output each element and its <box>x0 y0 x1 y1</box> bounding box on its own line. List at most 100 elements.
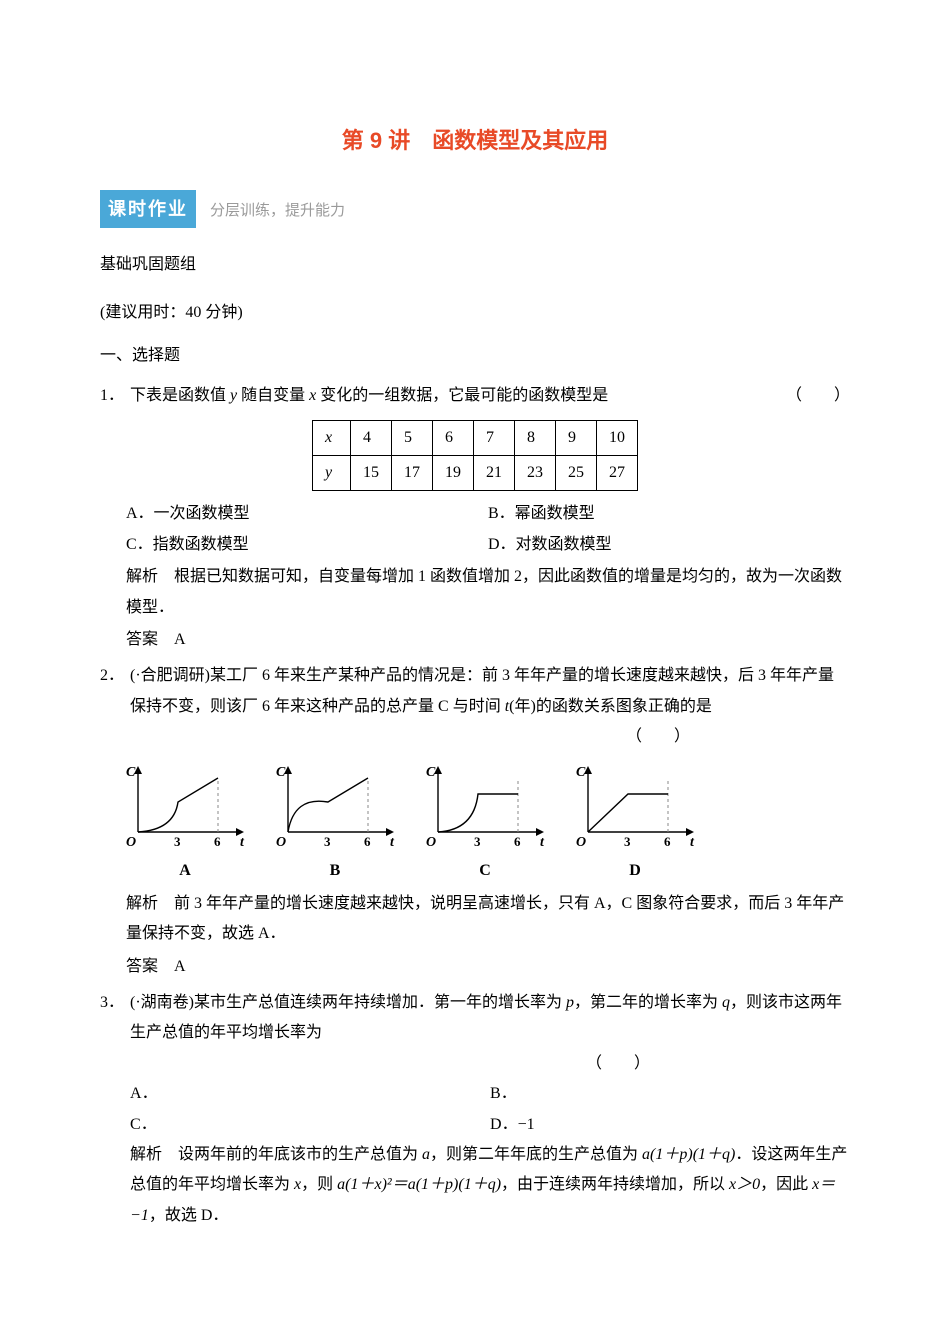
cell-x-head: x <box>313 420 351 455</box>
var-p: p <box>566 994 574 1011</box>
q3-expl-g: ，故选 D． <box>149 1207 229 1224</box>
chart-label: B <box>270 856 400 886</box>
q2-text-b: (年)的函数关系图象正确的是 <box>509 698 712 715</box>
q3-expl-e: ，由于连续两年持续增加，所以 <box>501 1176 729 1193</box>
q3-explanation: 解析 设两年前的年底该市的生产总值为 a，则第二年年底的生产总值为 a(1＋p)… <box>130 1140 850 1231</box>
chart-c: COt36C <box>420 758 550 886</box>
q2-paren: （ ） <box>626 722 690 752</box>
expr-2: a(1＋x)²＝a(1＋p)(1＋q) <box>337 1176 501 1193</box>
q1-explanation: 解析 根据已知数据可知，自变量每增加 1 函数值增加 2，因此函数值的增量是均匀… <box>126 562 850 623</box>
chart-d: COt36D <box>570 758 700 886</box>
svg-text:3: 3 <box>174 834 181 849</box>
q1-options-row1: A．一次函数模型 B．幂函数模型 <box>126 499 850 529</box>
q2-paren-line: （ ） <box>130 722 850 752</box>
cell: 5 <box>392 420 433 455</box>
q3-opt-a: A． <box>130 1079 490 1109</box>
q3-source: (·湖南卷) <box>130 994 194 1011</box>
chart-label: C <box>420 856 550 886</box>
q1-table: x 4 5 6 7 8 9 10 y 15 17 19 21 23 25 27 <box>312 420 638 492</box>
svg-text:O: O <box>576 835 586 850</box>
question-1: 1． 下表是函数值 y 随自变量 x 变化的一组数据，它最可能的函数模型是 （ … <box>100 381 850 411</box>
svg-text:6: 6 <box>364 834 371 849</box>
table-row: x 4 5 6 7 8 9 10 <box>313 420 638 455</box>
chart-svg: COt36 <box>570 758 700 854</box>
q3-opt-d: D．−1 <box>490 1110 850 1140</box>
cell: 25 <box>556 455 597 490</box>
banner-sub: 分层训练，提升能力 <box>210 197 345 226</box>
chart-svg: C Ot 3 6 <box>120 758 250 854</box>
q1-stem: 下表是函数值 y 随自变量 x 变化的一组数据，它最可能的函数模型是 （ ） <box>130 381 850 411</box>
cell-y-head: y <box>313 455 351 490</box>
q3-number: 3． <box>100 988 124 1231</box>
expr-1: a(1＋p)(1＋q) <box>642 1146 735 1163</box>
q1-opt-b: B．幂函数模型 <box>488 499 850 529</box>
q1-number: 1． <box>100 381 124 411</box>
group-title: 基础巩固题组 <box>100 250 850 280</box>
cell: 4 <box>351 420 392 455</box>
page-title: 第 9 讲 函数模型及其应用 <box>100 120 850 162</box>
svg-text:6: 6 <box>214 834 221 849</box>
svg-text:t: t <box>390 835 395 850</box>
cell: 27 <box>597 455 638 490</box>
q3-paren: （ ） <box>586 1049 650 1079</box>
q3-expl-a: 解析 设两年前的年底该市的生产总值为 <box>130 1146 422 1163</box>
chart-svg: C Ot 3 6 <box>270 758 400 854</box>
q3-expl-d: ，则 <box>301 1176 337 1193</box>
q1-paren: （ ） <box>786 381 850 411</box>
q3-stem: (·湖南卷)某市生产总值连续两年持续增加．第一年的增长率为 p，第二年的增长率为… <box>130 988 850 1049</box>
q2-text-a: 某工厂 6 年来生产某种产品的情况是：前 3 年年产量的增长速度越来越快，后 3… <box>130 667 834 714</box>
cell: 7 <box>474 420 515 455</box>
cond-x: x＞0 <box>729 1176 760 1193</box>
q1-text-c: 变化的一组数据，它最可能的函数模型是 <box>316 387 608 404</box>
q3-text-a: 某市生产总值连续两年持续增加．第一年的增长率为 <box>194 994 566 1011</box>
q1-opt-a: A．一次函数模型 <box>126 499 488 529</box>
cell: 8 <box>515 420 556 455</box>
banner-main: 课时作业 <box>100 190 196 228</box>
q2-source: (·合肥调研) <box>130 667 210 684</box>
q2-stem: (·合肥调研)某工厂 6 年来生产某种产品的情况是：前 3 年年产量的增长速度越… <box>130 661 850 722</box>
cell: 10 <box>597 420 638 455</box>
q2-number: 2． <box>100 661 124 752</box>
svg-text:t: t <box>240 835 245 850</box>
q2-answer: 答案 A <box>126 952 850 982</box>
chart-label: D <box>570 856 700 886</box>
svg-text:t: t <box>540 835 545 850</box>
svg-text:O: O <box>426 835 436 850</box>
question-3: 3． (·湖南卷)某市生产总值连续两年持续增加．第一年的增长率为 p，第二年的增… <box>100 988 850 1231</box>
svg-text:C: C <box>576 765 586 780</box>
svg-text:3: 3 <box>624 834 631 849</box>
cell: 21 <box>474 455 515 490</box>
cell: 9 <box>556 420 597 455</box>
svg-text:C: C <box>276 765 286 780</box>
q3-opt-b: B． <box>490 1079 850 1109</box>
q2-charts: COt36ACOt36BCOt36CCOt36D <box>120 758 850 886</box>
q1-opt-c: C．指数函数模型 <box>126 530 488 560</box>
cell: 19 <box>433 455 474 490</box>
q1-text-a: 下表是函数值 <box>130 387 230 404</box>
cell: 17 <box>392 455 433 490</box>
cell: 23 <box>515 455 556 490</box>
table-row: y 15 17 19 21 23 25 27 <box>313 455 638 490</box>
svg-text:O: O <box>276 835 286 850</box>
q3-paren-line: （ ） <box>130 1049 850 1079</box>
chart-label: A <box>120 856 250 886</box>
chart-svg: COt36 <box>420 758 550 854</box>
q3-expl-b: ，则第二年年底的生产总值为 <box>430 1146 642 1163</box>
svg-text:3: 3 <box>324 834 331 849</box>
q1-options-row2: C．指数函数模型 D．对数函数模型 <box>126 530 850 560</box>
section-banner: 课时作业 分层训练，提升能力 <box>100 190 850 228</box>
chart-a: C Ot 3 6 A <box>120 758 250 886</box>
svg-text:3: 3 <box>474 834 481 849</box>
var-a: a <box>422 1146 430 1163</box>
q1-opt-d: D．对数函数模型 <box>488 530 850 560</box>
q3-options-row2: C． D．−1 <box>130 1110 850 1140</box>
var-q: q <box>722 994 730 1011</box>
q3-opt-c: C． <box>130 1110 490 1140</box>
svg-text:O: O <box>126 835 136 850</box>
cell: 15 <box>351 455 392 490</box>
q3-options-row1: A． B． <box>130 1079 850 1109</box>
svg-text:C: C <box>126 765 136 780</box>
section-a-heading: 一、选择题 <box>100 341 850 371</box>
svg-text:C: C <box>426 765 436 780</box>
q1-answer: 答案 A <box>126 625 850 655</box>
